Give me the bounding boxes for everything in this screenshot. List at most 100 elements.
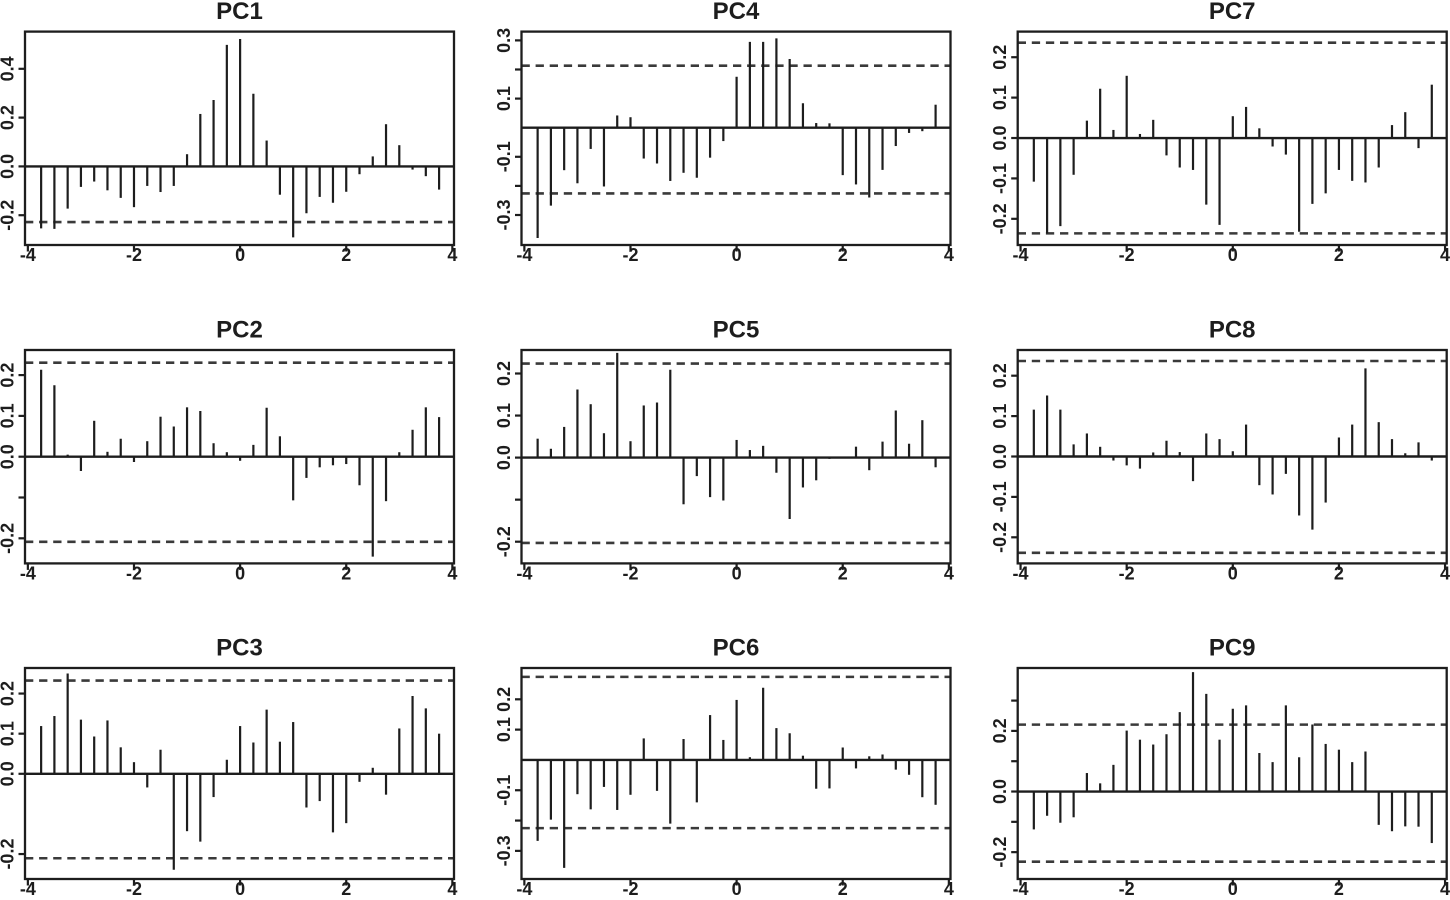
x-tick-label: 2: [1334, 245, 1344, 265]
y-tick-label: 0.0: [0, 444, 18, 469]
x-tick-label: 2: [1334, 563, 1344, 583]
y-tick-label: 0.0: [494, 445, 514, 470]
x-tick-label: 0: [235, 879, 245, 899]
x-tick-label: 2: [341, 879, 351, 899]
stems: [536, 687, 937, 868]
panel-title: PC7: [1209, 0, 1256, 25]
x-tick-label: 4: [944, 563, 954, 583]
x-tick-label: 0: [732, 563, 742, 583]
x-tick-label: 2: [838, 563, 848, 583]
y-tick-label: -0.1: [990, 481, 1010, 512]
y-tick-label: 0.0: [990, 126, 1010, 151]
x-tick-label: -2: [126, 879, 142, 899]
y-tick-label: 0.1: [990, 404, 1010, 429]
x-tick-label: 4: [447, 879, 457, 899]
y-tick-label: -0.2: [990, 203, 1010, 234]
x-tick-label: -4: [516, 879, 532, 899]
x-tick-label: 0: [1228, 563, 1238, 583]
panel-pc7: PC7 -4 -2 0 2 4 0.2 0.1 0.0 -0.1 -0.2: [990, 0, 1450, 265]
panel-title: PC4: [713, 0, 760, 25]
x-tick-label: 4: [1440, 245, 1450, 265]
x-tick-label: -4: [20, 563, 36, 583]
panel-box: [520, 666, 952, 881]
panel-box: [520, 30, 952, 247]
x-tick-label: 4: [447, 245, 457, 265]
panel-pc2: PC2 -4 -2 0 2 4 0.2 0.1 0.0 -0.2: [0, 317, 457, 584]
x-tick-label: 0: [235, 245, 245, 265]
y-tick-label: 0.1: [494, 86, 514, 111]
stems: [1032, 75, 1433, 234]
x-tick-label: 2: [341, 563, 351, 583]
x-tick-label: -2: [622, 245, 638, 265]
stems: [1032, 368, 1433, 530]
y-tick-label: 0.1: [494, 717, 514, 742]
x-tick-label: -4: [1013, 563, 1029, 583]
panel-pc5: PC5 -4 -2 0 2 4 0.2 0.1 0.0 -0.2: [494, 317, 954, 584]
y-tick-label: 0.0: [0, 761, 18, 786]
y-tick-label: 0.1: [990, 85, 1010, 110]
stems: [40, 673, 441, 870]
stems: [40, 39, 441, 238]
y-tick-label: -0.2: [494, 526, 514, 557]
y-tick-label: 0.2: [0, 681, 18, 706]
x-tick-label: 2: [838, 879, 848, 899]
y-tick-label: -0.2: [0, 839, 18, 870]
panel-title: PC9: [1209, 635, 1256, 662]
panel-title: PC1: [216, 0, 263, 25]
x-tick-label: -2: [622, 879, 638, 899]
panel-title: PC2: [216, 317, 263, 344]
y-tick-label: 0.2: [990, 718, 1010, 743]
panel-title: PC8: [1209, 317, 1256, 344]
y-tick-label: 0.2: [0, 363, 18, 388]
y-tick-label: -0.3: [494, 199, 514, 230]
y-tick-label: -0.2: [0, 523, 18, 554]
x-tick-label: 4: [944, 245, 954, 265]
x-tick-label: -2: [126, 563, 142, 583]
y-tick-label: 0.1: [494, 403, 514, 428]
x-tick-label: 0: [732, 879, 742, 899]
y-tick-label: -0.1: [990, 163, 1010, 194]
y-tick-label: -0.2: [990, 837, 1010, 868]
x-tick-label: -4: [516, 245, 532, 265]
x-tick-label: 0: [1228, 245, 1238, 265]
y-tick-label: -0.1: [494, 775, 514, 806]
x-tick-label: 4: [1440, 563, 1450, 583]
y-tick-label: -0.3: [494, 835, 514, 866]
y-tick-label: 0.2: [0, 105, 18, 130]
panel-pc4: PC4 -4 -2 0 2 4 0.3 0.1 -0.1 -0.3: [494, 0, 954, 265]
panel-pc3: PC3 -4 -2 0 2 4 0.2 0.1 0.0 -0.2: [0, 635, 457, 900]
y-tick-label: -0.1: [494, 141, 514, 172]
x-tick-label: 4: [1440, 879, 1450, 899]
y-tick-label: 0.3: [494, 28, 514, 53]
x-tick-label: 0: [732, 245, 742, 265]
y-tick-label: 0.2: [494, 361, 514, 386]
panel-pc1: PC1 -4 -2 0 2 4 0.4 0.2 0.0 -0.2: [0, 0, 457, 265]
y-tick-label: -0.2: [990, 522, 1010, 553]
y-tick-label: 0.0: [0, 154, 18, 179]
stems: [1032, 672, 1433, 844]
x-tick-label: -2: [1119, 879, 1135, 899]
panel-title: PC6: [713, 635, 760, 662]
y-tick-label: 0.0: [990, 779, 1010, 804]
panel-title: PC3: [216, 635, 263, 662]
x-tick-label: -2: [1119, 563, 1135, 583]
x-tick-label: -4: [1013, 245, 1029, 265]
x-tick-label: 4: [944, 879, 954, 899]
panel-pc9: PC9 -4 -2 0 2 4 0.2 0.0 -0.2: [990, 635, 1450, 900]
panel-title: PC5: [713, 317, 760, 344]
y-tick-label: 0.2: [494, 687, 514, 712]
x-tick-label: -2: [622, 563, 638, 583]
x-tick-label: -4: [20, 879, 36, 899]
x-tick-label: 4: [447, 563, 457, 583]
y-tick-label: 0.4: [0, 56, 18, 81]
x-tick-label: 2: [1334, 879, 1344, 899]
x-tick-label: -4: [1013, 879, 1029, 899]
x-tick-label: -2: [1119, 245, 1135, 265]
y-tick-label: 0.1: [0, 721, 18, 746]
x-tick-label: -4: [516, 563, 532, 583]
panel-pc6: PC6 -4 -2 0 2 4 0.2 0.1 -0.1 -0.3: [494, 635, 954, 900]
x-tick-label: 0: [235, 563, 245, 583]
y-tick-label: 0.2: [990, 45, 1010, 70]
